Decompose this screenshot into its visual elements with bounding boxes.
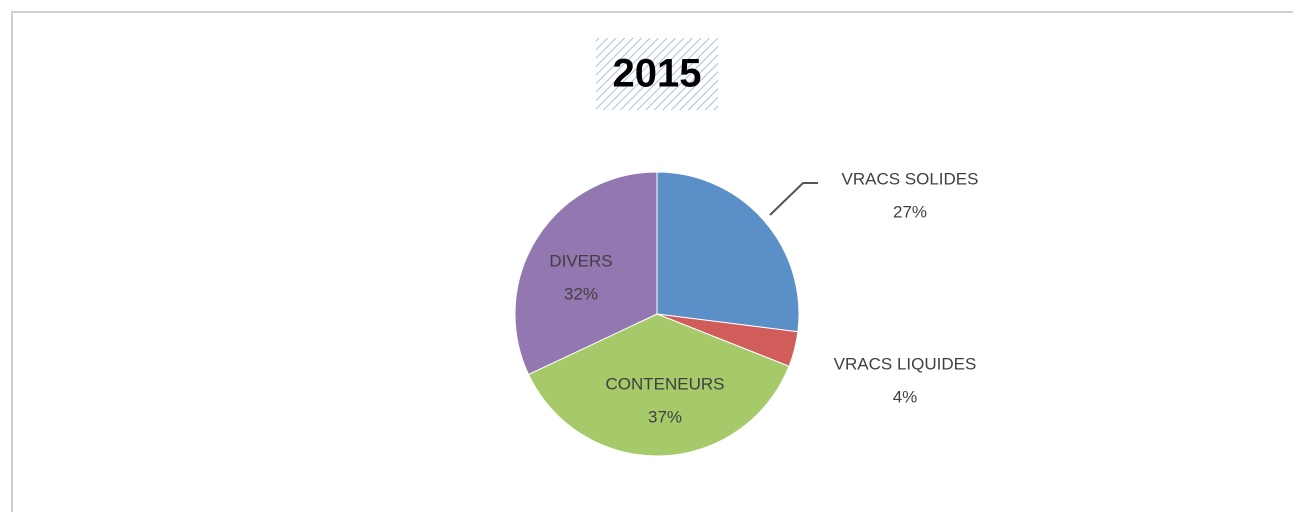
pie-slice	[514, 171, 658, 376]
leader-line	[769, 182, 818, 216]
slice-value-label: 37%	[648, 407, 682, 426]
pie-slice	[656, 171, 800, 333]
chart-title: 2015	[613, 52, 702, 96]
slice-value-label: 27%	[893, 202, 927, 221]
slice-label: DIVERS	[549, 251, 612, 270]
title-background	[596, 38, 718, 110]
slice-value-label: 4%	[893, 387, 918, 406]
pie-slice	[527, 313, 790, 457]
slice-label: CONTENEURS	[605, 374, 724, 393]
slice-label: VRACS LIQUIDES	[834, 354, 977, 373]
slice-value-label: 32%	[564, 284, 598, 303]
slice-label: VRACS SOLIDES	[842, 169, 979, 188]
chart-frame	[11, 11, 1293, 512]
